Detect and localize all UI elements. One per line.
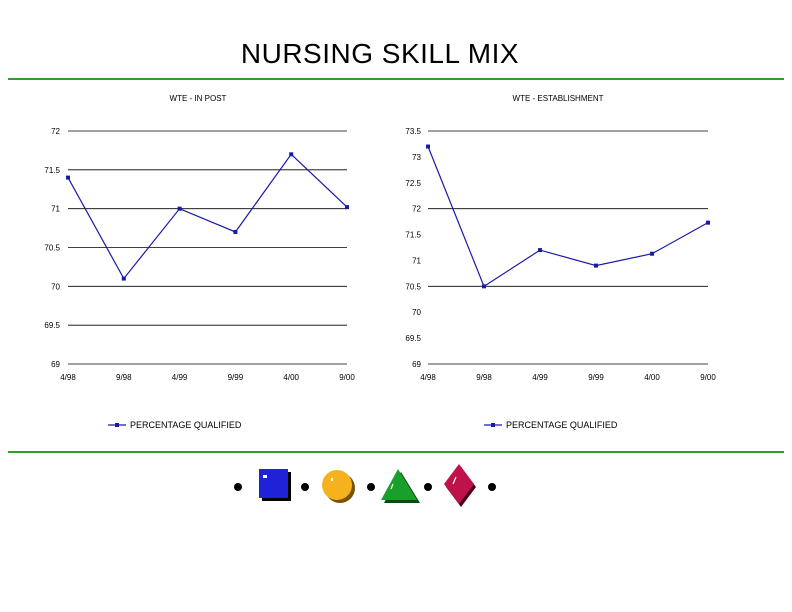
bottom-divider	[8, 451, 784, 453]
bullet-dot-icon	[301, 483, 309, 491]
x-tick-label: 9/00	[339, 373, 355, 382]
y-tick-label: 72	[412, 205, 421, 214]
y-tick-label: 71.5	[405, 231, 421, 240]
bullet-dot-icon	[424, 483, 432, 491]
series-line	[427, 146, 709, 288]
data-point	[289, 152, 294, 157]
y-tick-label: 69.5	[405, 334, 421, 343]
legend-label: PERCENTAGE QUALIFIED	[506, 420, 618, 430]
x-tick-label: 4/99	[172, 373, 188, 382]
chart-title: WTE - ESTABLISHMENT	[513, 94, 604, 103]
x-tick-label: 4/99	[532, 373, 548, 382]
data-point	[177, 206, 182, 211]
y-tick-label: 73	[412, 153, 421, 162]
bullet-dot-icon	[488, 483, 496, 491]
y-tick-label: 71	[51, 205, 60, 214]
x-tick-label: 9/98	[476, 373, 492, 382]
y-tick-label: 71	[412, 256, 421, 265]
y-tick-label: 69.5	[44, 321, 60, 330]
y-tick-label: 70.5	[405, 282, 421, 291]
data-point	[426, 144, 430, 149]
y-tick-label: 70.5	[44, 244, 60, 253]
y-tick-label: 69	[51, 360, 60, 369]
y-tick-label: 69	[412, 360, 421, 369]
legend-swatch-marker	[115, 423, 119, 427]
data-point	[66, 175, 70, 180]
x-tick-label: 4/00	[283, 373, 299, 382]
data-point	[538, 248, 542, 253]
data-point	[650, 251, 654, 256]
slide-title: NURSING SKILL MIX	[240, 38, 520, 69]
legend-label: PERCENTAGE QUALIFIED	[130, 420, 242, 430]
legend-swatch-marker	[491, 423, 495, 427]
y-tick-label: 72.5	[405, 179, 421, 188]
chart-title: WTE - IN POST	[170, 94, 227, 103]
bullet-dot-icon	[367, 483, 375, 491]
red-diamond-icon	[444, 464, 476, 507]
data-point	[482, 284, 486, 289]
x-tick-label: 9/99	[228, 373, 244, 382]
series-line	[67, 153, 348, 280]
data-point	[345, 205, 349, 210]
data-point	[594, 263, 598, 268]
x-tick-label: 9/98	[116, 373, 132, 382]
data-point	[121, 276, 126, 281]
data-point	[233, 229, 238, 234]
yellow-circle-icon	[322, 470, 355, 503]
y-tick-label: 71.5	[44, 166, 60, 175]
y-tick-label: 70	[412, 308, 421, 317]
green-triangle-icon	[381, 469, 420, 503]
x-tick-label: 4/00	[644, 373, 660, 382]
y-tick-label: 73.5	[405, 127, 421, 136]
y-tick-label: 70	[51, 282, 60, 291]
blue-square-icon	[259, 469, 291, 501]
x-tick-label: 4/98	[60, 373, 76, 382]
top-divider	[8, 78, 784, 80]
x-tick-label: 9/99	[588, 373, 604, 382]
x-tick-label: 4/98	[420, 373, 436, 382]
data-point	[706, 220, 710, 225]
bullet-dot-icon	[234, 483, 242, 491]
x-tick-label: 9/00	[700, 373, 716, 382]
y-tick-label: 72	[51, 127, 60, 136]
